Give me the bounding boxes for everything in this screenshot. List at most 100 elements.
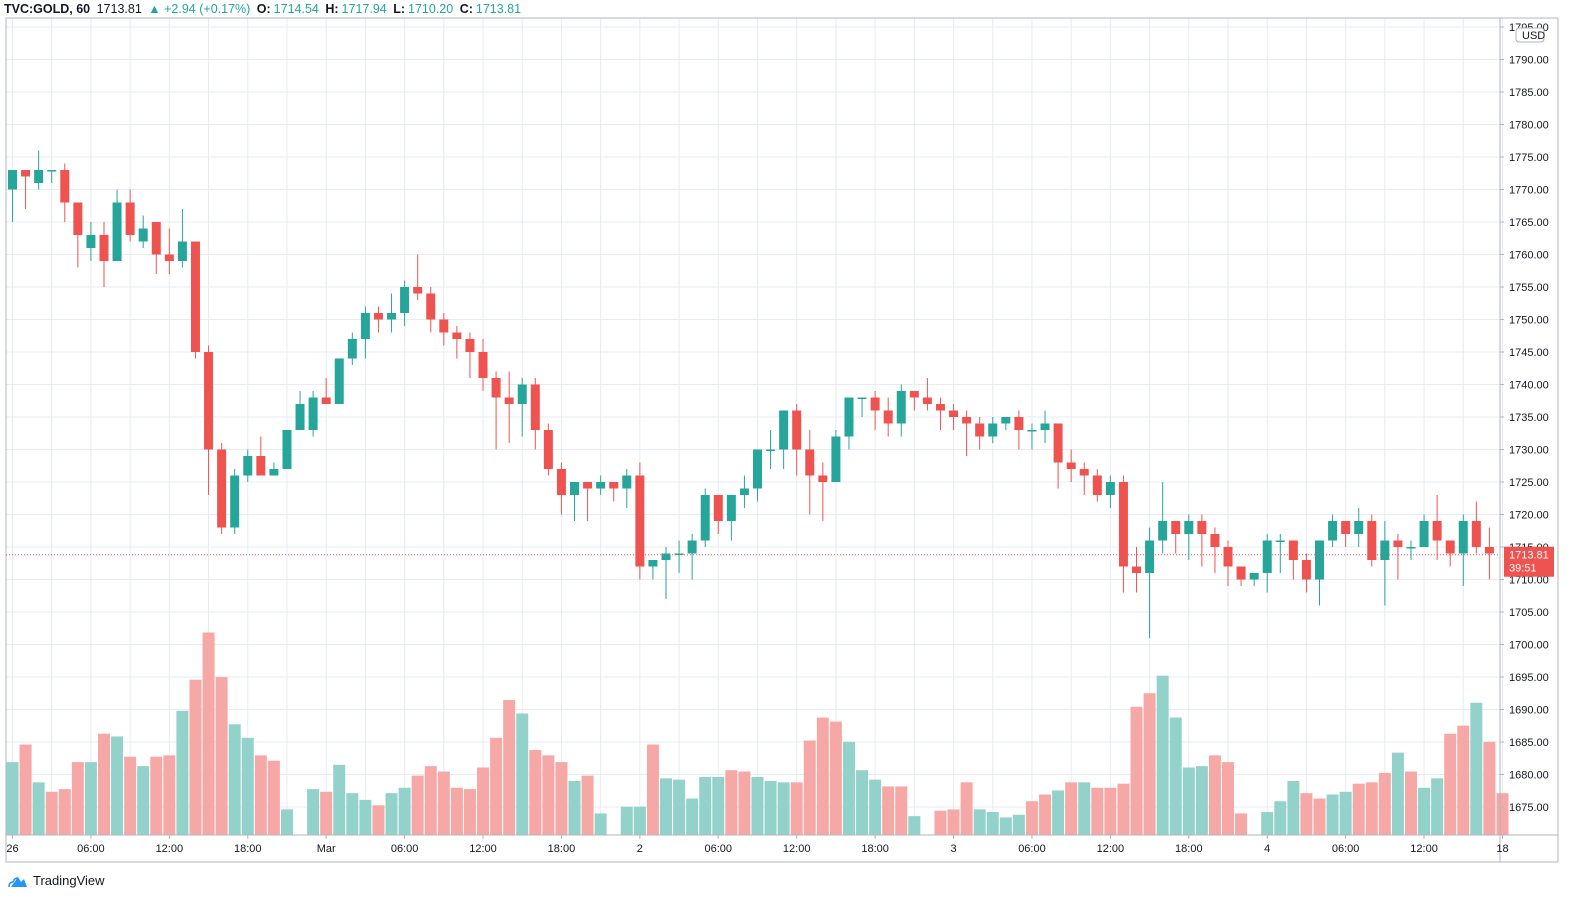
time-tick-label: 06:00 (1332, 843, 1360, 855)
volume-bar (895, 786, 908, 835)
candle (1118, 475, 1128, 593)
candle-body (1223, 547, 1233, 567)
candle (1432, 495, 1442, 560)
candle-body (844, 397, 854, 437)
candle-body (1406, 547, 1416, 549)
volume-bar (764, 781, 777, 835)
price-axis[interactable]: 1795.001790.001785.001780.001775.001770.… (1500, 22, 1549, 814)
candle (269, 462, 279, 476)
volume-bar (1065, 782, 1078, 835)
low-label: L: (393, 2, 406, 16)
volume-bar (816, 717, 829, 835)
symbol-name[interactable]: TVC:GOLD, 60 (4, 2, 91, 16)
candle (204, 345, 214, 495)
candle (73, 202, 83, 268)
candle-body (1171, 521, 1181, 534)
candle (909, 391, 919, 411)
candle (1184, 514, 1194, 560)
volume-bar (19, 744, 32, 835)
time-tick-label: 26 (6, 843, 18, 855)
candle-body (321, 397, 331, 404)
candle-body (779, 410, 789, 450)
volume-bar (150, 756, 163, 835)
candle (570, 482, 580, 521)
volume-bar (660, 778, 672, 835)
time-tick-label: 12:00 (1097, 843, 1125, 855)
price-tick-label: 1700.00 (1509, 640, 1549, 652)
candle-body (308, 397, 318, 430)
candle (857, 397, 867, 417)
price-tick-label: 1720.00 (1509, 510, 1549, 522)
volume-bar (411, 775, 424, 835)
volume-bar (1326, 794, 1339, 835)
volume-bar (346, 793, 359, 835)
candle-body (1328, 521, 1338, 541)
candle (1014, 410, 1024, 450)
candle-body (1053, 423, 1063, 463)
candle (1419, 514, 1429, 547)
candle-body (766, 449, 776, 451)
candle (883, 397, 893, 437)
time-tick-label: 12:00 (469, 843, 497, 855)
candle-body (256, 456, 266, 476)
candle-body (373, 313, 383, 320)
volume-bar (307, 789, 320, 835)
candle-body (8, 170, 17, 190)
candle-body (1380, 540, 1390, 560)
candle-body (1432, 521, 1442, 541)
candle (609, 482, 619, 502)
candle (1328, 514, 1338, 547)
candle (1458, 514, 1468, 586)
candle (687, 534, 697, 580)
candle-body (870, 397, 880, 411)
candle (125, 189, 135, 242)
candle (700, 488, 710, 547)
volume-bar (842, 741, 855, 835)
price-tick-label: 1735.00 (1509, 412, 1549, 424)
candle-body (230, 475, 240, 528)
candle-body (883, 410, 893, 424)
candle-body (713, 495, 723, 521)
volume-bar (751, 776, 764, 835)
brand-footer[interactable]: TradingView (8, 872, 105, 890)
candle-body (151, 222, 161, 255)
price-tick-label: 1695.00 (1509, 672, 1549, 684)
candle-body (86, 235, 96, 248)
candle-body (465, 339, 475, 352)
candle (739, 475, 749, 508)
candle (190, 241, 200, 359)
volume-bar (1352, 783, 1365, 835)
time-axis[interactable]: 26 06:00 12:00 18:00 Mar 06:00 12:00 18:00 2 06:0… (6, 835, 1509, 855)
time-tick-label: 18:00 (861, 843, 889, 855)
volume-bar (32, 782, 45, 835)
open-label: O: (256, 2, 271, 16)
candle-body (609, 482, 619, 489)
last-price-badge (1504, 546, 1554, 577)
price-tick-label: 1685.00 (1509, 737, 1549, 749)
price-tick-label: 1730.00 (1509, 445, 1549, 457)
candle-body (491, 378, 501, 398)
candle (1066, 449, 1076, 482)
volume-bar (71, 762, 84, 835)
candle-body (347, 339, 357, 359)
candle (452, 326, 462, 359)
candle (360, 306, 370, 359)
price-tick-label: 1775.00 (1509, 152, 1549, 164)
volume-bar (1261, 812, 1274, 835)
candle-body (478, 352, 488, 378)
candle (622, 469, 632, 508)
candle (596, 475, 606, 495)
candle-body (177, 241, 187, 261)
volume-bar (320, 791, 333, 835)
volume-bar (973, 809, 986, 835)
close-value: 1713.81 (475, 2, 522, 16)
volume-bar (1378, 772, 1391, 835)
candle-body (583, 482, 593, 489)
price-tick-label: 1745.00 (1509, 347, 1549, 359)
candle-body (269, 469, 279, 476)
candle (400, 280, 410, 326)
candle-body (661, 553, 671, 560)
candle (1301, 553, 1311, 593)
price-tick-label: 1725.00 (1509, 477, 1549, 489)
